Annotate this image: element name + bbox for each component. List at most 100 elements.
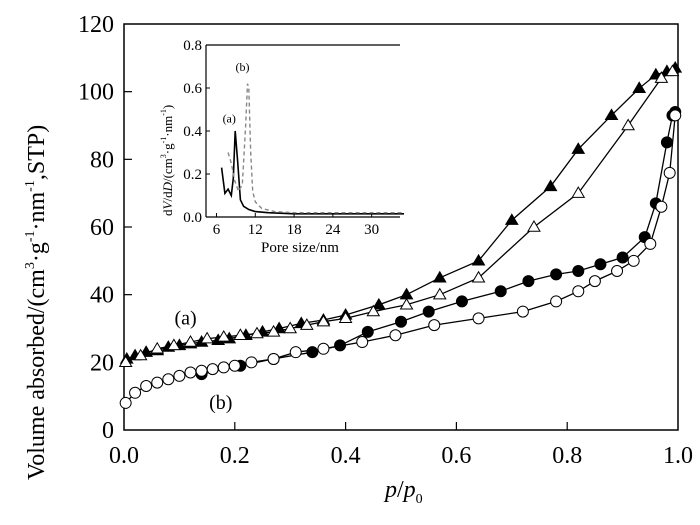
data-point [654, 71, 669, 83]
data-point [200, 331, 214, 344]
data-point [572, 264, 585, 277]
data-point [516, 305, 529, 318]
data-point [644, 237, 657, 250]
inset-y-tick-label: 0.8 [183, 38, 202, 54]
data-point [604, 108, 619, 121]
series-3 [119, 109, 682, 409]
inset-series-1 [227, 83, 404, 214]
inset-x-tick-label: 6 [213, 222, 221, 238]
inset-annotation-b: (b) [236, 60, 250, 74]
data-point [267, 352, 280, 365]
data-point [522, 275, 535, 288]
data-point [289, 346, 302, 359]
data-point [572, 285, 585, 298]
data-point [228, 359, 241, 372]
data-point [216, 329, 231, 342]
data-point [166, 338, 181, 351]
data-point [140, 380, 153, 393]
data-point [395, 315, 407, 328]
data-point [432, 287, 447, 300]
inset-y-tick-label: 0.0 [183, 210, 202, 226]
data-point [250, 326, 264, 339]
data-point [195, 364, 208, 377]
data-point [173, 369, 186, 382]
x-axis-label: p/p0 [383, 477, 423, 507]
data-point [133, 348, 148, 361]
inset-annotation-a: (a) [223, 111, 236, 125]
data-point [306, 346, 319, 359]
x-tick-label: 0.2 [220, 443, 250, 469]
data-point [527, 220, 541, 232]
data-point [632, 81, 647, 93]
x-tick-label: 0.4 [331, 443, 361, 469]
data-point [611, 264, 624, 277]
data-point [428, 319, 441, 332]
data-point [371, 297, 386, 310]
data-point [655, 200, 668, 213]
x-tick-label: 1.0 [663, 443, 693, 469]
data-point [455, 295, 468, 308]
y-tick-label: 100 [78, 80, 114, 106]
data-point [119, 396, 132, 409]
x-tick-label: 0.6 [441, 443, 471, 469]
y-tick-label: 120 [78, 12, 114, 38]
data-point [432, 270, 447, 283]
y-tick-label: 0 [102, 418, 114, 444]
series-line [125, 115, 676, 404]
data-point [588, 275, 601, 288]
inset-chart: 6 12 18 24 30 0.0 0.2 0.4 0.6 0.8 (a) (b) Pore si… [159, 38, 404, 256]
data-point [283, 321, 298, 334]
inset-y-tick-label: 0.6 [183, 81, 202, 97]
y-tick-label: 80 [90, 147, 114, 173]
data-point [356, 336, 369, 349]
data-point [621, 118, 636, 131]
data-point [338, 311, 353, 324]
data-point [118, 355, 133, 368]
inset-y-tick-label: 0.4 [183, 124, 202, 140]
data-point [550, 268, 563, 281]
data-point [151, 376, 164, 389]
inset-x-tick-label: 18 [287, 222, 302, 238]
data-point [299, 318, 314, 330]
data-point [217, 361, 230, 374]
data-point [399, 297, 414, 310]
data-point [150, 341, 165, 354]
x-tick-label: 0.0 [109, 443, 139, 469]
inset-series-0 [220, 130, 404, 215]
data-point [245, 356, 258, 369]
data-point [669, 109, 682, 122]
data-point [184, 366, 197, 379]
data-point [494, 285, 507, 298]
x-tick-label: 0.8 [552, 443, 582, 469]
annotation-a: (a) [174, 307, 196, 329]
data-point [616, 251, 629, 264]
data-point [627, 254, 640, 267]
y-tick-label: 40 [90, 283, 114, 309]
data-point [472, 312, 485, 325]
data-point [543, 179, 558, 192]
data-point [389, 329, 402, 342]
data-point [665, 64, 680, 77]
data-point [316, 314, 331, 327]
data-point [206, 363, 219, 376]
data-point [366, 304, 381, 317]
data-point [162, 373, 175, 386]
y-tick-label: 60 [90, 215, 114, 241]
inset-x-tick-label: 12 [248, 222, 263, 238]
data-point [663, 166, 676, 179]
inset-x-axis-label: Pore size/nm [261, 240, 339, 256]
data-point [233, 328, 248, 340]
data-point [471, 270, 486, 283]
inset-y-axis-label: dV/dD/(cm3·g-1·nm-1) [159, 105, 175, 216]
data-point [183, 335, 198, 347]
annotation-b: (b) [209, 392, 232, 414]
data-point [550, 295, 563, 308]
data-point [504, 213, 519, 225]
data-point [266, 324, 281, 337]
y-tick-label: 20 [90, 350, 114, 376]
data-point [422, 305, 435, 318]
data-point [399, 287, 414, 300]
data-point [361, 325, 374, 338]
inset-x-tick-label: 30 [364, 222, 379, 238]
